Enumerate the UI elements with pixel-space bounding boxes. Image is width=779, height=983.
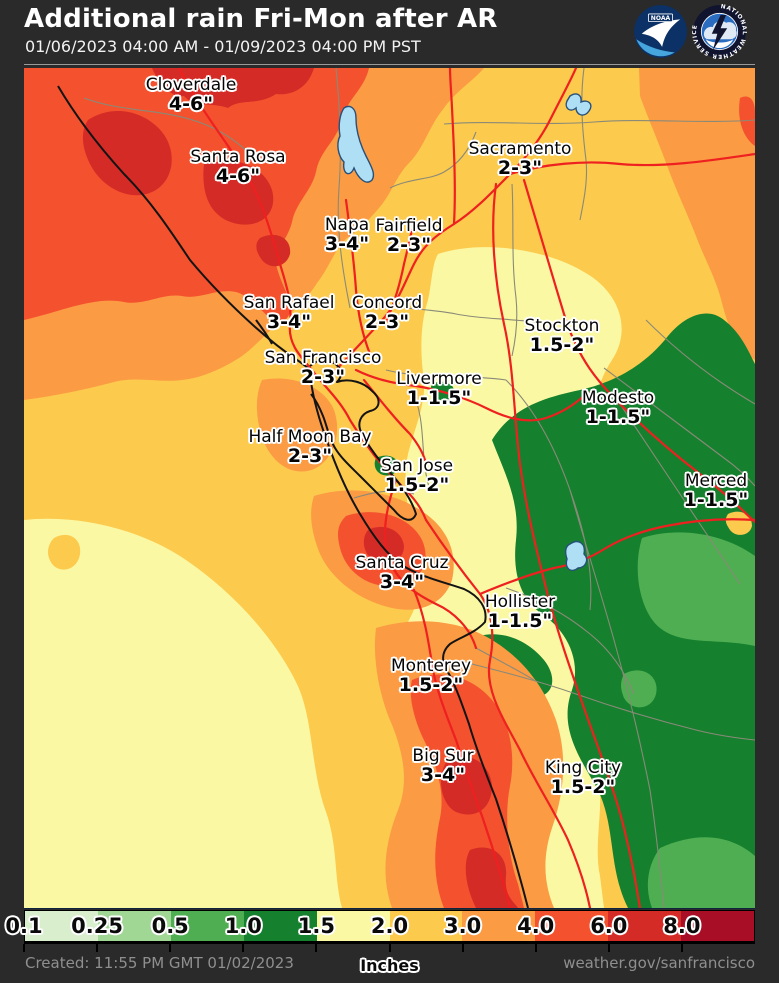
legend-tick-label: 2.0 xyxy=(370,914,409,938)
valid-time-range: 01/06/2023 04:00 AM - 01/09/2023 04:00 P… xyxy=(25,37,421,56)
nws-logo-icon: NATIONAL WEATHER SERVICE xyxy=(692,4,746,59)
map-svg xyxy=(24,68,755,908)
legend-unit-label: Inches xyxy=(360,956,419,975)
legend-tick-label: 0.1 xyxy=(5,914,43,938)
legend-color-bar xyxy=(24,910,755,942)
highways xyxy=(177,68,755,908)
legend-tick-label: 0.25 xyxy=(71,914,124,938)
header-separator xyxy=(24,64,755,65)
legend-tick-label: 8.0 xyxy=(663,914,701,938)
website-url: weather.gov/sanfrancisco xyxy=(563,954,755,972)
created-timestamp: Created: 11:55 PM GMT 01/02/2023 xyxy=(25,954,294,972)
page-title: Additional rain Fri-Mon after AR xyxy=(24,4,498,34)
legend-tick-mark xyxy=(242,944,245,952)
legend-segment xyxy=(316,911,390,941)
header: Additional rain Fri-Mon after AR 01/06/2… xyxy=(0,0,779,64)
folsom-lake xyxy=(565,93,592,116)
san-luis-reservoir xyxy=(564,540,588,572)
rainfall-map: Cloverdale 4-6" Santa Rosa 4-6" Napa 3-4" Fair… xyxy=(24,68,755,909)
legend-segment xyxy=(25,911,98,941)
legend-tick-label: 1.5 xyxy=(297,914,335,938)
legend-tick-mark xyxy=(461,944,464,952)
legend-segment xyxy=(535,911,609,941)
agency-logos: NOAA NATIONAL WEATHER SERVICE xyxy=(633,4,747,59)
legend-tick-label: 4.0 xyxy=(517,914,555,938)
county-boundaries xyxy=(83,68,755,908)
legend-tick-mark xyxy=(534,944,537,952)
legend-axis xyxy=(23,942,755,953)
coastline xyxy=(57,85,529,908)
rainfall-legend: 0.1 0.25 0.5 1.0 1.5 2.0 3.0 4.0 6.0 8.0 xyxy=(5,910,755,956)
noaa-logo-text: NOAA xyxy=(651,15,671,22)
legend-segment xyxy=(170,911,244,941)
legend-tick-mark xyxy=(388,944,391,952)
legend-tick-mark xyxy=(607,944,610,952)
legend-labels: 0.1 0.25 0.5 1.0 1.5 2.0 3.0 4.0 6.0 8.0 xyxy=(5,910,755,942)
legend-tick-label: 6.0 xyxy=(590,914,628,938)
legend-tick-mark xyxy=(96,944,99,952)
legend-segment xyxy=(389,911,463,941)
legend-tick-mark xyxy=(680,944,683,952)
noaa-logo-icon: NOAA xyxy=(634,5,687,58)
legend-tick-mark xyxy=(315,944,318,952)
legend-tick-mark xyxy=(169,944,172,952)
legend-segment xyxy=(243,911,317,941)
legend-tick-mark xyxy=(23,944,25,952)
legend-tick-label: 3.0 xyxy=(443,914,482,938)
legend-segment xyxy=(681,911,755,941)
legend-tick-label: 0.5 xyxy=(151,914,189,938)
legend-segment xyxy=(608,911,682,941)
lakes xyxy=(337,93,592,572)
footer: Created: 11:55 PM GMT 01/02/2023 Inches … xyxy=(24,951,755,977)
rain-contour-regions xyxy=(24,68,755,908)
legend-tick-label: 1.0 xyxy=(224,914,262,938)
lake-berryessa xyxy=(337,105,375,183)
legend-segment xyxy=(97,911,171,941)
legend-segment xyxy=(462,911,536,941)
